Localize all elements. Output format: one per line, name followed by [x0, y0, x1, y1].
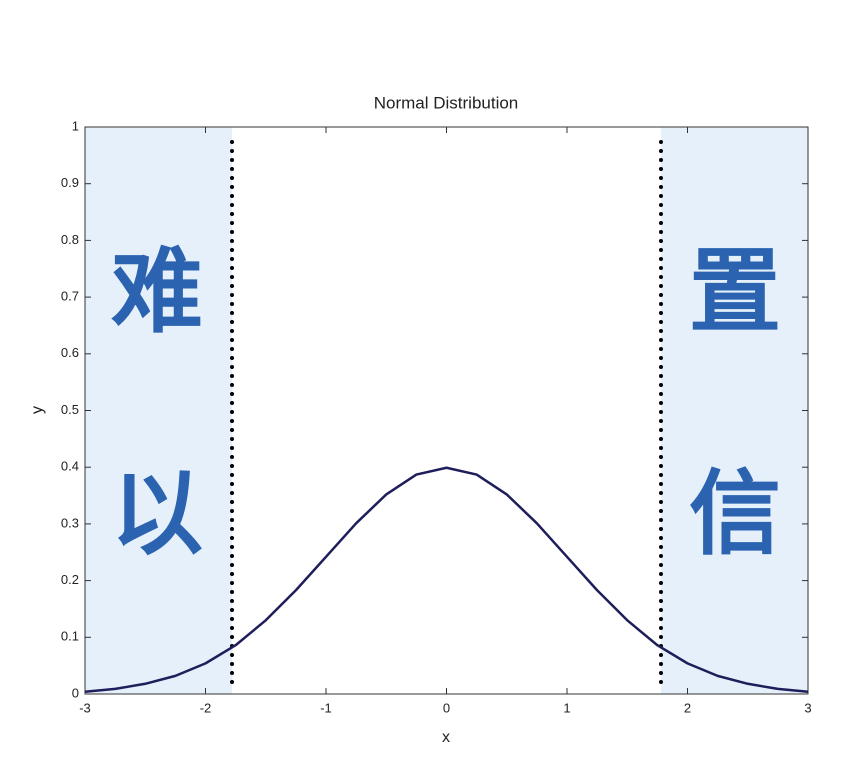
y-tick-label: 1 — [72, 118, 79, 133]
annotation: 难 — [111, 238, 203, 345]
y-tick-label: 0.3 — [61, 515, 79, 530]
annotation: 以 — [111, 460, 203, 567]
y-tick-label: 0.2 — [61, 572, 79, 587]
y-tick-label: 0.5 — [61, 402, 79, 417]
shaded-region — [85, 127, 233, 694]
y-tick-label: 0.1 — [61, 629, 79, 644]
annotation: 信 — [689, 460, 781, 567]
x-axis-label: x — [442, 729, 450, 746]
y-tick-label: 0 — [72, 685, 79, 700]
shaded-region — [660, 127, 808, 694]
x-tick-label: 0 — [443, 700, 450, 715]
y-tick-label: 0.6 — [61, 345, 79, 360]
chart-title: Normal Distribution — [374, 93, 519, 112]
y-tick-label: 0.9 — [61, 175, 79, 190]
y-axis-label: y — [29, 406, 46, 414]
y-tick-label: 0.7 — [61, 289, 79, 304]
y-tick-label: 0.8 — [61, 232, 79, 247]
x-tick-label: 1 — [563, 700, 570, 715]
curve — [84, 466, 809, 693]
x-tick-label: 3 — [804, 700, 811, 715]
x-tick-label: -2 — [200, 700, 212, 715]
x-tick-label: 2 — [684, 700, 691, 715]
x-tick-label: -1 — [320, 700, 332, 715]
annotation: 置 — [689, 238, 781, 345]
x-tick-label: -3 — [79, 700, 91, 715]
y-tick-label: 0.4 — [61, 459, 79, 474]
